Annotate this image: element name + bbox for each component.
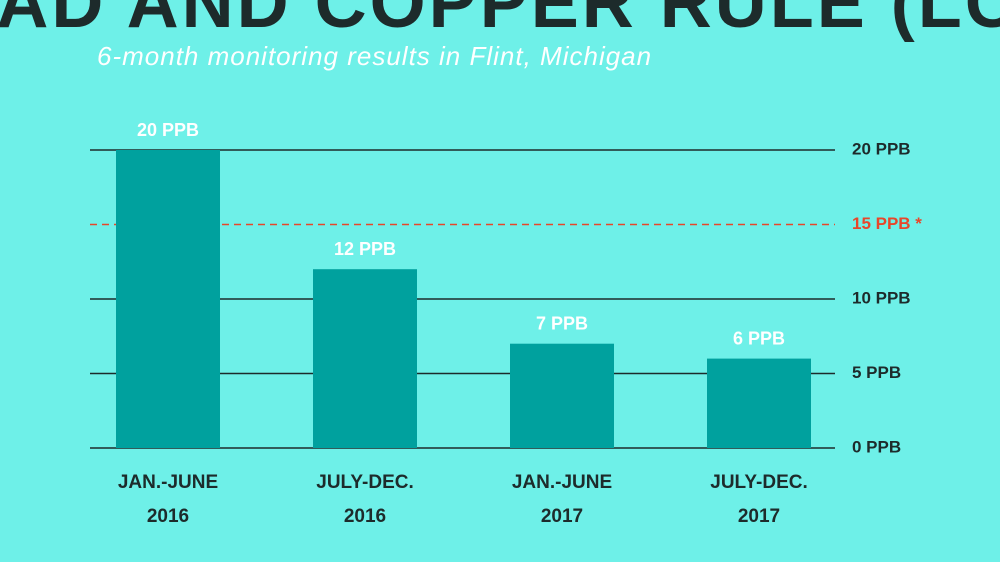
x-tick-label: JAN.-JUNE bbox=[118, 472, 218, 493]
x-tick-label: 2016 bbox=[147, 506, 189, 527]
reference-label: 15 PPB * bbox=[852, 214, 922, 233]
chart-title: LEAD AND COPPER RULE (LCR) bbox=[0, 0, 1000, 43]
y-tick-label: 20 PPB bbox=[852, 139, 911, 158]
y-tick-label: 5 PPB bbox=[852, 363, 901, 382]
value-label: 12 PPB bbox=[334, 239, 396, 259]
x-tick-label: 2016 bbox=[344, 506, 386, 527]
value-label: 7 PPB bbox=[536, 313, 588, 333]
y-tick-label: 10 PPB bbox=[852, 288, 911, 307]
bar bbox=[510, 343, 614, 448]
x-tick-label: JAN.-JUNE bbox=[512, 472, 612, 493]
y-tick-label: 0 PPB bbox=[852, 437, 901, 456]
value-label: 20 PPB bbox=[137, 120, 199, 140]
bar bbox=[707, 358, 811, 448]
value-label: 6 PPB bbox=[733, 328, 785, 348]
x-tick-label: JULY-DEC. bbox=[710, 472, 808, 493]
x-tick-label: 2017 bbox=[541, 506, 583, 527]
bar bbox=[313, 269, 417, 448]
bar bbox=[116, 150, 220, 448]
chart-subtitle: 6-month monitoring results in Flint, Mic… bbox=[97, 41, 652, 71]
x-tick-label: 2017 bbox=[738, 506, 780, 527]
x-tick-label: JULY-DEC. bbox=[316, 472, 414, 493]
